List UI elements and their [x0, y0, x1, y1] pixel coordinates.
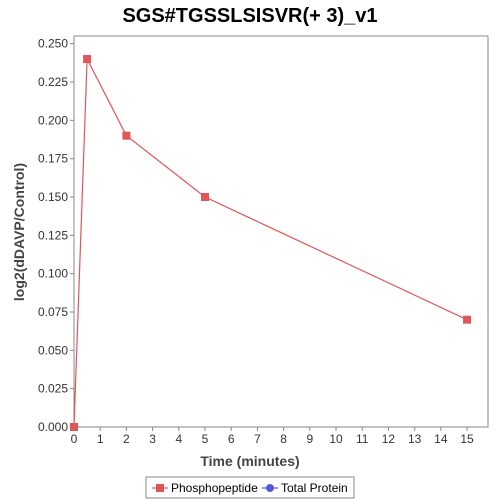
x-tick-label: 13	[408, 432, 422, 446]
x-tick-label: 8	[280, 432, 287, 446]
x-tick-label: 5	[202, 432, 209, 446]
y-axis-label: log2(dDAVP/Control)	[11, 163, 27, 301]
chart-title: SGS#TGSSLSISVR(+ 3)_v1	[122, 5, 377, 27]
y-tick-label: 0.200	[38, 113, 68, 127]
y-tick-label: 0.050	[38, 343, 68, 357]
y-tick-label: 0.000	[38, 420, 68, 434]
y-tick-label: 0.125	[38, 228, 68, 242]
x-tick-label: 10	[329, 432, 343, 446]
data-point	[122, 131, 131, 140]
x-tick-label: 14	[434, 432, 448, 446]
y-tick-label: 0.075	[38, 305, 68, 319]
x-tick-label: 2	[123, 432, 130, 446]
x-tick-label: 9	[306, 432, 313, 446]
x-axis: 0 1 2 3 4 5 6 7 8 9 10 11 12 13 14 15	[71, 427, 474, 446]
legend-marker	[156, 484, 164, 492]
series-layer	[70, 55, 472, 431]
data-point	[463, 315, 472, 324]
legend-label: Phosphopeptide	[171, 481, 258, 495]
x-tick-label: 4	[175, 432, 182, 446]
y-tick-label: 0.150	[38, 190, 68, 204]
x-tick-label: 12	[382, 432, 396, 446]
x-axis-label: Time (minutes)	[200, 453, 299, 469]
x-tick-label: 1	[97, 432, 104, 446]
legend-box	[145, 476, 355, 499]
data-point	[70, 423, 78, 431]
plot-area	[73, 35, 489, 428]
legend-label: Total Protein	[281, 481, 348, 495]
y-tick-label: 0.225	[38, 75, 68, 89]
y-axis: 0.000 0.025 0.050 0.075 0.100 0.125 0.150 0.175…	[38, 37, 74, 434]
x-tick-label: 0	[71, 432, 78, 446]
x-tick-label: 15	[460, 432, 474, 446]
x-tick-label: 11	[356, 432, 369, 446]
legend-marker	[266, 484, 274, 492]
data-point	[201, 193, 210, 201]
y-tick-label: 0.025	[38, 382, 68, 396]
data-point	[83, 55, 92, 63]
x-tick-label: 6	[228, 432, 235, 446]
legend: Phosphopeptide Total Protein	[145, 476, 355, 499]
y-tick-label: 0.100	[38, 267, 68, 281]
y-tick-label: 0.250	[38, 37, 68, 51]
x-tick-label: 3	[149, 432, 156, 446]
x-tick-label: 7	[254, 432, 261, 446]
y-tick-label: 0.175	[38, 152, 68, 166]
